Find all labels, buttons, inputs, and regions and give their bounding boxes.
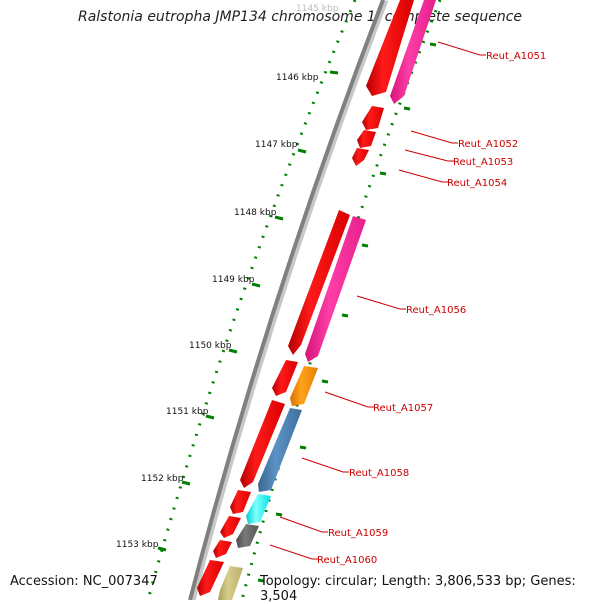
ruler-label: 1152 kbp bbox=[141, 474, 184, 484]
ruler-tick bbox=[329, 70, 339, 75]
ruler-label: 1149 kbp bbox=[212, 275, 255, 285]
gene-callouts bbox=[269, 41, 486, 560]
inner-tick bbox=[321, 379, 329, 384]
ruler-tick bbox=[274, 215, 284, 221]
inner-tick bbox=[403, 106, 411, 111]
callout-line bbox=[404, 149, 454, 162]
callout-line bbox=[398, 169, 448, 183]
gene-label[interactable]: Reut_A1054 bbox=[447, 178, 507, 189]
ruler-ticks bbox=[157, 70, 339, 552]
accession-text: Accession: NC_007347 bbox=[10, 574, 158, 589]
forward-genes bbox=[197, 0, 414, 596]
reverse-genes bbox=[218, 0, 436, 600]
gene-red[interactable] bbox=[220, 516, 241, 538]
gene-khaki[interactable] bbox=[218, 566, 243, 600]
inner-tick bbox=[429, 42, 437, 47]
map-title: Ralstonia eutropha JMP134 chromosome 1, … bbox=[77, 9, 522, 25]
gene-red[interactable] bbox=[366, 0, 414, 96]
inner-tick bbox=[379, 171, 387, 176]
callout-line bbox=[279, 516, 328, 533]
gene-label[interactable]: Reut_A1051 bbox=[486, 51, 546, 62]
inner-tick bbox=[275, 512, 283, 517]
callout-line bbox=[269, 544, 318, 560]
ruler-label: 1148 kbp bbox=[234, 208, 277, 218]
ruler-track-inner bbox=[240, 0, 442, 600]
inner-tick bbox=[341, 313, 349, 318]
gene-label[interactable]: Reut_A1060 bbox=[317, 555, 377, 566]
gene-label[interactable]: Reut_A1056 bbox=[406, 305, 466, 316]
gene-label[interactable]: Reut_A1052 bbox=[458, 139, 518, 150]
ruler-label: 1146 kbp bbox=[276, 73, 319, 83]
gene-cyan[interactable] bbox=[246, 494, 271, 524]
gene-pink[interactable] bbox=[305, 216, 366, 362]
gene-label[interactable]: Reut_A1053 bbox=[453, 157, 513, 168]
gene-red[interactable] bbox=[272, 360, 298, 396]
chromosome-backbone bbox=[188, 0, 389, 600]
gene-label[interactable]: Reut_A1059 bbox=[328, 528, 388, 539]
ruler-tick bbox=[251, 282, 261, 288]
gene-steel-blue[interactable] bbox=[258, 408, 302, 492]
gene-pink[interactable] bbox=[390, 0, 436, 104]
gene-red[interactable] bbox=[213, 540, 232, 558]
gene-red[interactable] bbox=[240, 400, 285, 488]
ruler-labels: 1145 kbp 1146 kbp 1147 kbp 1148 kbp 1149… bbox=[116, 4, 339, 550]
ruler-label: 1145 kbp bbox=[296, 4, 339, 14]
gene-labels: Reut_A1051 Reut_A1052 Reut_A1053 Reut_A1… bbox=[317, 51, 546, 566]
gene-red[interactable] bbox=[197, 560, 224, 596]
ruler-label: 1153 kbp bbox=[116, 540, 159, 550]
gene-orange[interactable] bbox=[290, 366, 318, 406]
callout-line bbox=[437, 41, 486, 56]
gene-red[interactable] bbox=[352, 148, 369, 166]
callout-line bbox=[301, 457, 349, 473]
ruler-label: 1147 kbp bbox=[255, 140, 298, 150]
ruler-label: 1151 kbp bbox=[166, 407, 209, 417]
callout-line bbox=[356, 295, 406, 310]
ruler-tick bbox=[228, 348, 238, 354]
ruler-tick bbox=[157, 546, 167, 552]
ruler-tick bbox=[181, 480, 191, 486]
gene-red[interactable] bbox=[362, 106, 384, 130]
inner-ticks bbox=[257, 42, 437, 583]
gene-dark-gray[interactable] bbox=[236, 524, 259, 548]
ruler-label: 1150 kbp bbox=[189, 341, 232, 351]
gene-red[interactable] bbox=[288, 210, 350, 355]
gene-label[interactable]: Reut_A1058 bbox=[349, 468, 409, 479]
callout-line bbox=[410, 130, 458, 144]
inner-tick bbox=[257, 578, 265, 583]
ruler-tick bbox=[297, 148, 307, 154]
backbone-line bbox=[188, 0, 385, 600]
gene-red[interactable] bbox=[357, 130, 376, 148]
inner-tick bbox=[299, 445, 307, 450]
inner-tick bbox=[361, 243, 369, 248]
gene-label[interactable]: Reut_A1057 bbox=[373, 403, 433, 414]
callout-line bbox=[324, 391, 374, 408]
ruler-tick bbox=[205, 414, 215, 420]
gene-red[interactable] bbox=[230, 490, 251, 514]
